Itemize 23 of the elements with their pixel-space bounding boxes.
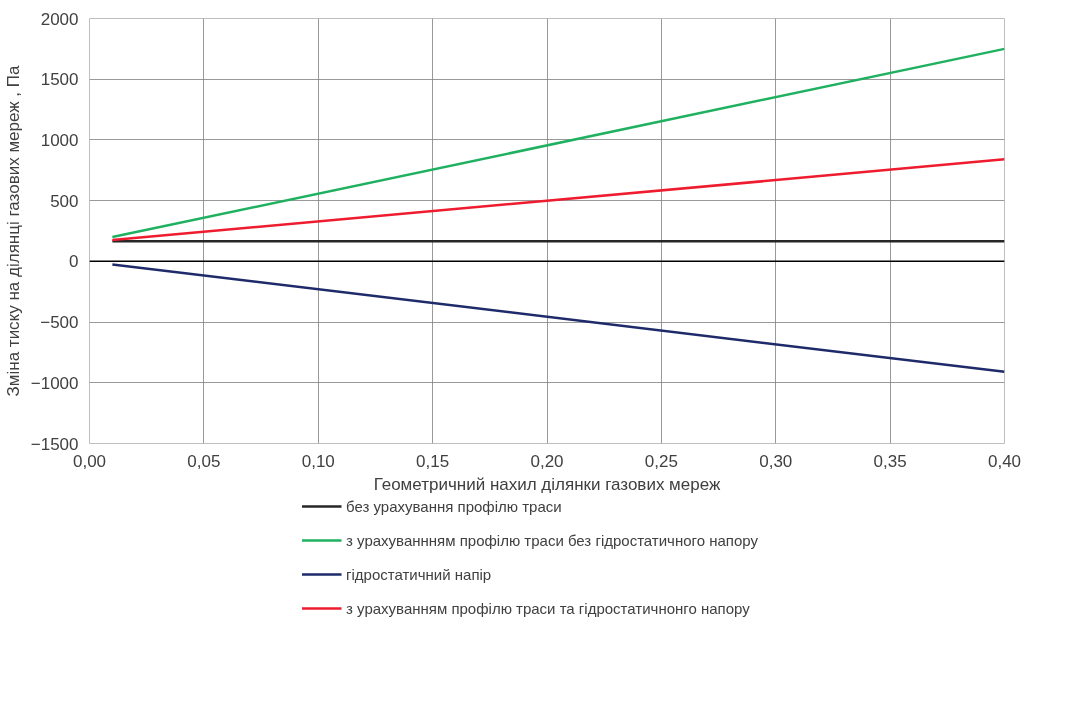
x-tick-label: 0,25: [644, 451, 678, 471]
y-tick-label: 1000: [40, 130, 79, 150]
y-tick-label: 500: [50, 191, 79, 211]
legend-label: з урахуванням профілю траси та гідростатичнонго напору: [346, 599, 750, 617]
legend-label: з урахуваннням профілю траси без гідростатичного напору: [346, 531, 758, 549]
x-tick-label: 0,30: [759, 451, 793, 471]
y-tick-label: 1500: [40, 70, 79, 90]
legend-label: гідростатичний напір: [346, 565, 492, 583]
x-tick-label: 0,35: [873, 451, 907, 471]
y-tick-label: −500: [40, 313, 79, 333]
y-tick-label: 0: [69, 252, 79, 272]
legend-label: без урахування профілю траси: [346, 497, 562, 515]
x-tick-label: 0,15: [416, 451, 450, 471]
x-tick-label: 0,10: [301, 451, 335, 471]
y-tick-label: −1000: [30, 373, 79, 393]
y-tick-label: 2000: [40, 9, 79, 29]
x-tick-label: 0,40: [987, 451, 1022, 471]
x-axis-title: Геометричний нахил ділянки газових мереж: [373, 474, 721, 494]
y-tick-label: −1500: [30, 434, 79, 454]
y-axis-title: Зміна тиску на ділянці газових мереж , Па: [3, 65, 23, 397]
x-tick-label: 0,05: [187, 451, 221, 471]
x-tick-label: 0,00: [72, 451, 107, 471]
x-tick-label: 0,20: [530, 451, 564, 471]
